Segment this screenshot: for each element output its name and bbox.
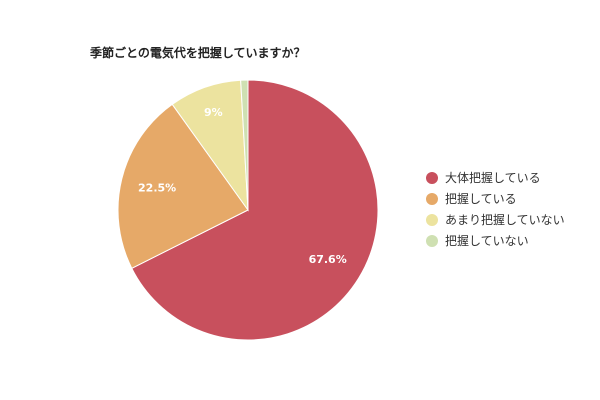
- legend-swatch-1: [426, 172, 438, 184]
- legend-label-2: 把握している: [445, 191, 517, 206]
- pie-slice-4: [240, 79, 249, 211]
- legend-item-2: 把握している: [426, 191, 517, 206]
- slice-value-label-3: 9%: [204, 106, 223, 119]
- chart-title: 季節ごとの電気代を把握していますか？: [90, 46, 306, 60]
- legend-swatch-2: [426, 193, 438, 205]
- legend-label-1: 大体把握している: [445, 170, 541, 185]
- legend-swatch-3: [426, 214, 438, 226]
- legend-swatch-4: [426, 235, 438, 247]
- legend-label-4: 把握していない: [445, 233, 529, 248]
- pie-slices: [117, 79, 379, 341]
- legend-item-1: 大体把握している: [426, 170, 541, 185]
- legend-item-3: あまり把握していない: [426, 212, 565, 227]
- slice-value-label-2: 22.5%: [138, 182, 176, 195]
- pie-slice-1: [131, 79, 379, 341]
- pie-slice-2: [117, 103, 249, 269]
- slice-value-label-1: 67.6%: [309, 253, 347, 266]
- legend-label-3: あまり把握していない: [445, 212, 565, 227]
- legend-item-4: 把握していない: [426, 233, 529, 248]
- slice-labels: 67.6% 22.5% 9%: [138, 106, 347, 266]
